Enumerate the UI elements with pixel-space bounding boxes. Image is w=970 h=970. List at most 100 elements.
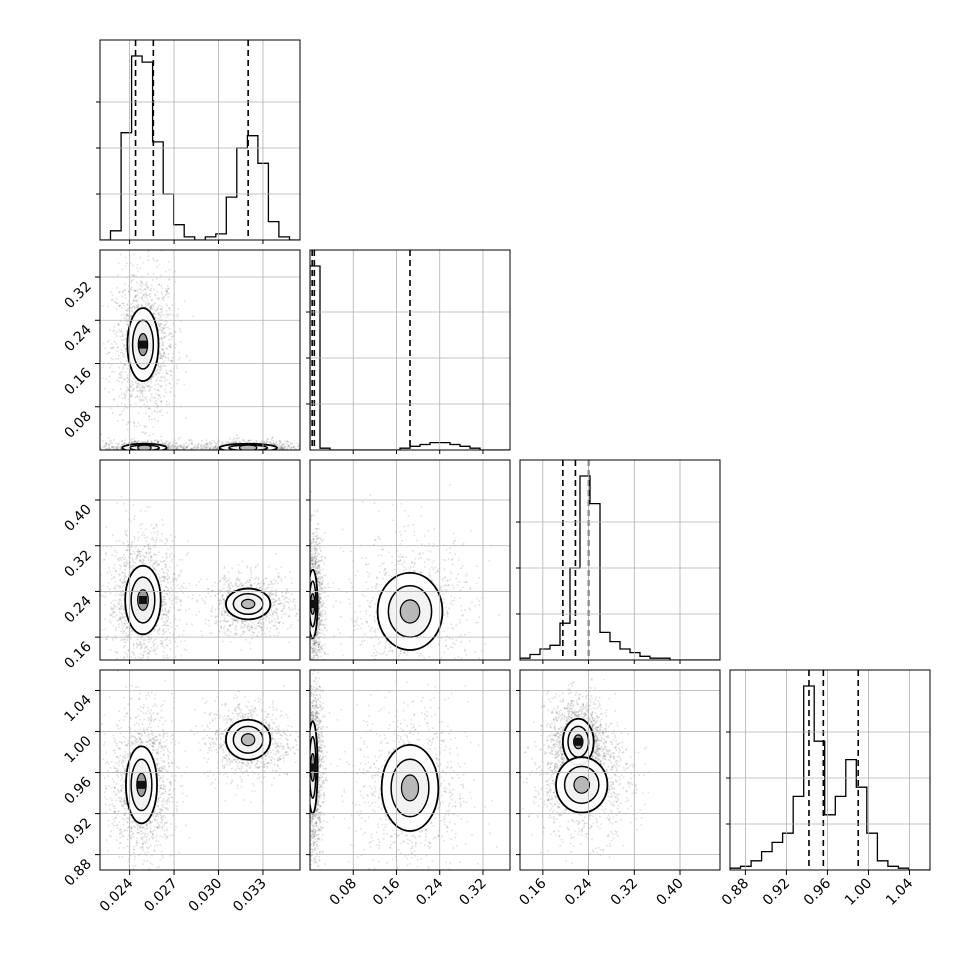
sample-point <box>164 617 167 619</box>
sample-point <box>142 453 144 455</box>
sample-point <box>139 555 142 558</box>
sample-point <box>230 631 232 633</box>
sample-point <box>124 441 126 444</box>
sample-point <box>215 608 217 611</box>
sample-point <box>176 591 179 593</box>
sample-point <box>133 654 136 657</box>
sample-point <box>281 448 283 450</box>
sample-point <box>205 446 207 448</box>
sample-point <box>171 589 173 592</box>
sample-point <box>127 544 129 546</box>
sample-point <box>221 456 223 458</box>
sample-point <box>243 623 245 625</box>
sample-point <box>150 457 152 459</box>
sample-point <box>177 444 180 447</box>
scatter-panel-2-0 <box>100 495 300 665</box>
sample-point <box>204 448 207 450</box>
sample-point <box>153 639 155 642</box>
sample-point <box>150 284 153 286</box>
sample-point <box>107 447 110 450</box>
sample-point <box>179 330 182 333</box>
scatter-panel-1-0 <box>100 250 300 459</box>
sample-point <box>209 447 211 449</box>
sample-point <box>283 447 286 449</box>
sample-point <box>109 592 112 594</box>
sample-point <box>275 451 277 453</box>
sample-point <box>115 599 117 602</box>
sample-point <box>145 431 147 434</box>
sample-point <box>137 457 139 459</box>
sample-point <box>120 453 122 455</box>
sample-point <box>159 640 162 642</box>
sample-point <box>281 448 283 450</box>
sample-point <box>177 358 180 361</box>
sample-point <box>238 451 240 453</box>
sample-point <box>132 643 135 645</box>
sample-point <box>127 546 129 548</box>
sample-point <box>230 441 233 444</box>
sample-point <box>104 446 106 448</box>
sample-point <box>251 452 253 454</box>
sample-point <box>171 603 173 605</box>
sample-point <box>157 323 160 326</box>
sample-point <box>258 453 260 455</box>
sample-point <box>140 281 143 284</box>
sample-point <box>278 622 280 624</box>
sample-point <box>148 633 151 635</box>
sample-point <box>160 354 163 357</box>
sample-point <box>283 605 286 607</box>
sample-point <box>193 446 196 449</box>
sample-point <box>297 455 299 457</box>
sample-point <box>275 600 277 602</box>
sample-point <box>190 448 192 450</box>
sample-point <box>161 663 163 665</box>
sample-point <box>240 620 243 623</box>
sample-point <box>141 295 143 298</box>
sample-point <box>258 451 260 453</box>
sample-point <box>228 635 231 637</box>
sample-point <box>155 541 157 544</box>
sample-point <box>258 626 261 628</box>
sample-point <box>166 578 169 581</box>
sample-point <box>127 456 129 458</box>
sample-point <box>165 347 168 350</box>
sample-point <box>167 574 169 577</box>
sample-point <box>195 445 197 447</box>
sample-point <box>216 448 219 450</box>
sample-point <box>162 348 165 351</box>
sample-point <box>146 303 149 305</box>
sample-point <box>124 282 126 285</box>
sample-point <box>166 285 169 287</box>
sample-point <box>270 453 272 455</box>
sample-point <box>137 304 140 307</box>
sample-point <box>168 445 170 448</box>
sample-point <box>247 450 249 452</box>
sample-point <box>139 555 141 557</box>
sample-point <box>224 633 227 635</box>
sample-point <box>161 591 163 593</box>
sample-point <box>119 618 122 620</box>
sample-point <box>289 451 291 453</box>
sample-point <box>154 452 156 454</box>
sample-point <box>123 562 126 565</box>
sample-point <box>136 294 138 297</box>
sample-point <box>294 452 296 454</box>
sample-point <box>156 533 159 536</box>
sample-point <box>168 570 170 572</box>
sample-point <box>263 451 265 453</box>
sample-point <box>158 450 160 452</box>
sample-point <box>180 590 183 592</box>
sample-point <box>265 440 268 442</box>
sample-point <box>163 453 165 455</box>
sample-point <box>278 447 280 450</box>
sample-point <box>160 376 163 378</box>
sample-point <box>162 362 164 364</box>
sample-point <box>150 306 153 308</box>
sample-point <box>271 615 273 617</box>
sample-point <box>134 450 136 452</box>
sample-point <box>163 589 165 591</box>
sample-point <box>136 452 138 454</box>
sample-point <box>166 289 168 292</box>
sample-point <box>192 315 194 318</box>
sample-point <box>165 553 168 556</box>
